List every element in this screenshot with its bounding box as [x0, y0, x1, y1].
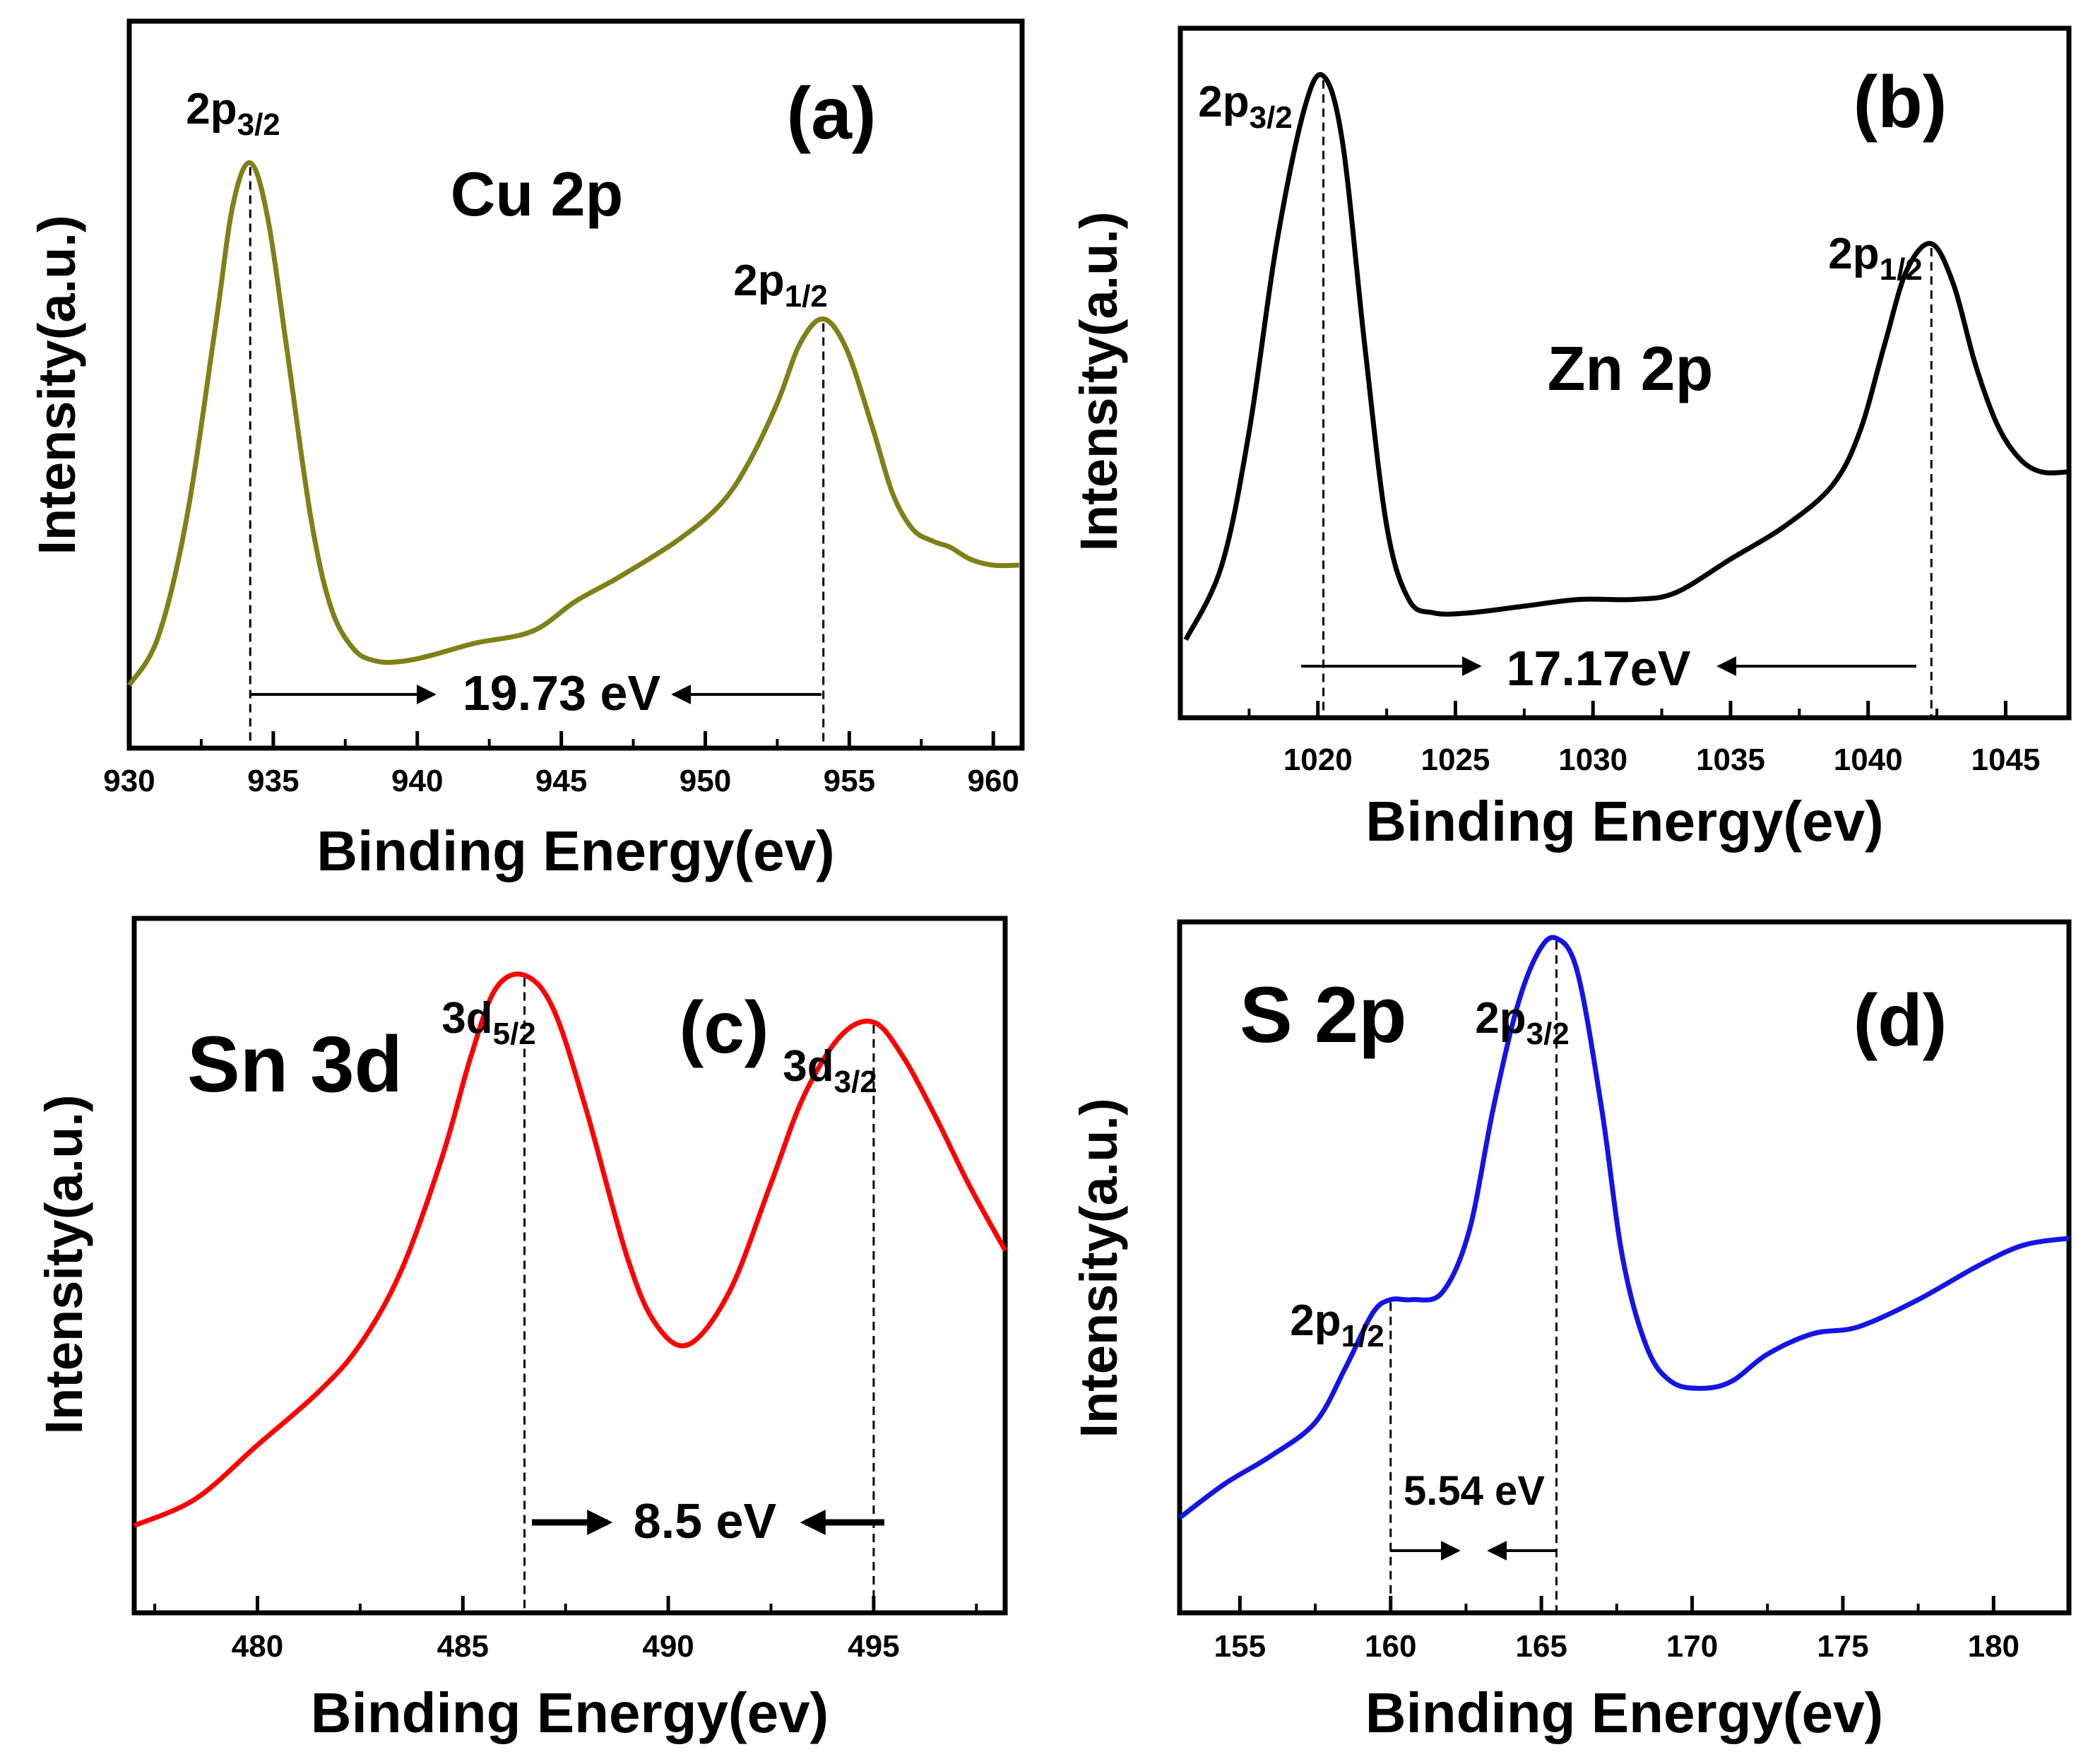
peak-label-subscript: 3/2	[834, 1065, 877, 1099]
x-tick-label: 960	[968, 764, 1019, 798]
splitting-label: 17.17eV	[1507, 641, 1691, 696]
element-title: S 2p	[1240, 971, 1407, 1059]
y-axis-title: Intensity(a.u.)	[35, 1094, 93, 1434]
panel-letter: (c)	[679, 987, 769, 1069]
x-tick-label: 1040	[1834, 742, 1903, 777]
x-tick-label: 490	[642, 1629, 694, 1664]
x-tick-label: 1025	[1421, 742, 1490, 777]
x-tick-label: 485	[437, 1629, 489, 1664]
x-tick-label: 1045	[1971, 742, 2040, 777]
splitting-label: 8.5 eV	[634, 1493, 777, 1549]
spectrum-line	[127, 160, 1019, 687]
peak-label: 2p1/2	[1828, 230, 1923, 287]
panel-letter: (b)	[1853, 61, 1947, 143]
peak-label-subscript: 1/2	[1880, 252, 1923, 287]
chart-panel-1: 930 935 940 945 950 955 960 Binding Energy(ev) I…	[28, 18, 1025, 882]
peak-label-subscript: 1/2	[1341, 1319, 1384, 1354]
panel-letter: (a)	[786, 73, 876, 155]
peak-label: 2p1/2	[1290, 1296, 1384, 1354]
x-tick-label: 175	[1817, 1629, 1868, 1664]
panel-letter: (d)	[1853, 980, 1947, 1062]
spectrum-line	[1178, 935, 2070, 1520]
splitting-label: 19.73 eV	[463, 665, 661, 721]
element-title: Sn 3d	[187, 1020, 403, 1108]
chart-panel-3: 480 485 490 495 Binding Energy(ev) Intensity(…	[35, 916, 1008, 1744]
spectrum-line	[133, 971, 1008, 1528]
element-title: Zn 2p	[1548, 333, 1714, 403]
x-tick-label: 1030	[1558, 742, 1627, 777]
chart-panel-4: 155 160 165 170 175 180 Binding Energy(ev) Inte…	[1069, 919, 2072, 1744]
peak-label-main: 2p	[1828, 230, 1879, 278]
peak-label-subscript: 3/2	[237, 107, 280, 142]
peak-label: 3d3/2	[783, 1042, 877, 1099]
x-tick-label: 935	[247, 764, 299, 798]
x-axis-title: Binding Energy(ev)	[1365, 790, 1883, 853]
x-tick-label: 930	[103, 764, 155, 798]
splitting-label: 5.54 eV	[1404, 1468, 1545, 1514]
plot-frame	[126, 18, 1025, 751]
x-tick-label: 165	[1515, 1629, 1567, 1664]
x-axis-title: Binding Energy(ev)	[311, 1681, 829, 1744]
y-axis-title: Intensity(a.u.)	[1069, 211, 1128, 551]
peak-label-main: 2p	[1475, 994, 1526, 1043]
peak-label-subscript: 1/2	[785, 279, 828, 314]
x-tick-label: 160	[1365, 1629, 1416, 1664]
spectrum-line	[1183, 72, 2070, 641]
x-tick-label: 955	[824, 764, 875, 798]
element-title: Cu 2p	[451, 159, 623, 229]
peak-label-main: 2p	[186, 85, 237, 134]
peak-label: 2p3/2	[186, 85, 280, 142]
peak-label: 2p3/2	[1475, 994, 1570, 1051]
x-tick-label: 180	[1968, 1629, 2019, 1664]
y-axis-title: Intensity(a.u.)	[1069, 1098, 1128, 1438]
peak-label-subscript: 5/2	[493, 1017, 536, 1051]
x-axis-title: Binding Energy(ev)	[1365, 1681, 1883, 1744]
plot-frame	[1178, 25, 2072, 721]
x-tick-label: 170	[1666, 1629, 1718, 1664]
peak-label-main: 2p	[1290, 1296, 1341, 1345]
x-tick-label: 495	[848, 1629, 899, 1664]
chart-panel-2: 1020 1025 1030 1035 1040 1045 Binding Energy(e…	[1069, 25, 2072, 853]
plot-frame	[1177, 919, 2072, 1616]
peak-label-subscript: 3/2	[1250, 100, 1293, 135]
peak-label-subscript: 3/2	[1526, 1017, 1570, 1051]
x-tick-label: 940	[391, 764, 443, 798]
x-tick-label: 480	[232, 1629, 283, 1664]
y-axis-title: Intensity(a.u.)	[28, 215, 86, 555]
x-tick-label: 1035	[1696, 742, 1765, 777]
peak-label: 2p3/2	[1198, 78, 1293, 135]
x-tick-label: 155	[1214, 1629, 1266, 1664]
x-tick-label: 945	[535, 764, 587, 798]
peak-label-main: 2p	[733, 256, 784, 305]
peak-label-main: 3d	[441, 994, 492, 1043]
peak-label-main: 2p	[1198, 78, 1249, 126]
peak-label: 2p1/2	[733, 256, 828, 314]
x-axis-title: Binding Energy(ev)	[316, 819, 834, 882]
peak-label: 3d5/2	[441, 994, 536, 1051]
plot-frame	[131, 916, 1008, 1616]
x-tick-label: 950	[680, 764, 731, 798]
peak-label-main: 3d	[783, 1042, 834, 1091]
x-tick-label: 1020	[1283, 742, 1353, 777]
